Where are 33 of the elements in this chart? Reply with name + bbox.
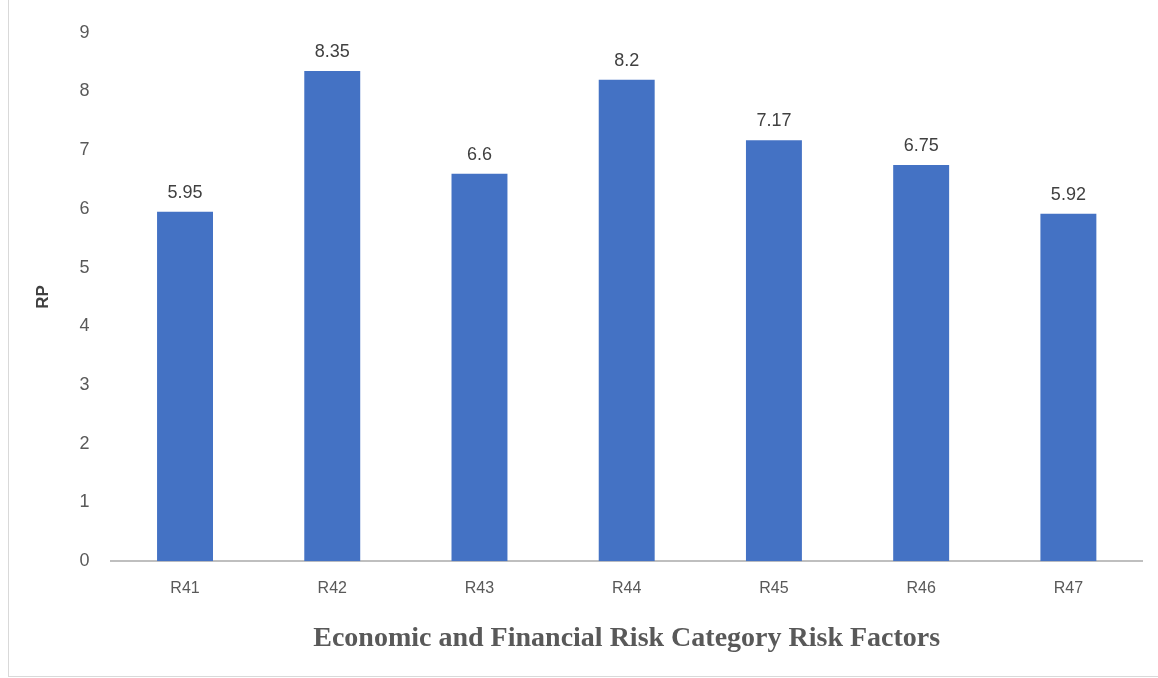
y-tick-label: 5 [79,256,90,277]
data-label: 5.92 [1050,183,1086,204]
y-tick-label: 1 [79,491,90,512]
y-tick-label: 4 [79,315,90,336]
x-tick-label: R42 [317,579,348,597]
data-label: 7.17 [756,110,792,131]
bar [893,164,950,562]
y-tick-label: 3 [79,374,90,395]
x-tick-label: R43 [464,579,495,597]
data-label: 6.75 [903,134,939,155]
bar [745,140,802,562]
y-tick-label: 8 [79,80,90,101]
y-tick-label: 9 [79,21,90,42]
data-label: 8.2 [614,49,640,70]
data-label: 6.6 [466,143,492,164]
bar [598,79,655,562]
y-tick-label: 7 [79,139,90,160]
x-tick-label: R47 [1053,579,1084,597]
bar [157,211,213,562]
x-axis-title: Economic and Financial Risk Category Risk Factors [313,621,941,653]
bar [304,70,361,562]
x-tick-label: R44 [612,579,642,597]
y-tick-label: 6 [79,197,90,218]
y-tick-label: 2 [79,432,90,453]
y-tick-label: 0 [79,550,90,571]
bar [451,173,508,562]
bar [1040,213,1097,562]
x-tick-label: R45 [759,579,789,597]
y-axis-title: RP [32,285,52,309]
data-label: 8.35 [314,40,350,61]
data-label: 5.95 [167,181,203,202]
x-tick-label: R41 [170,579,200,597]
x-tick-label: R46 [906,579,936,597]
